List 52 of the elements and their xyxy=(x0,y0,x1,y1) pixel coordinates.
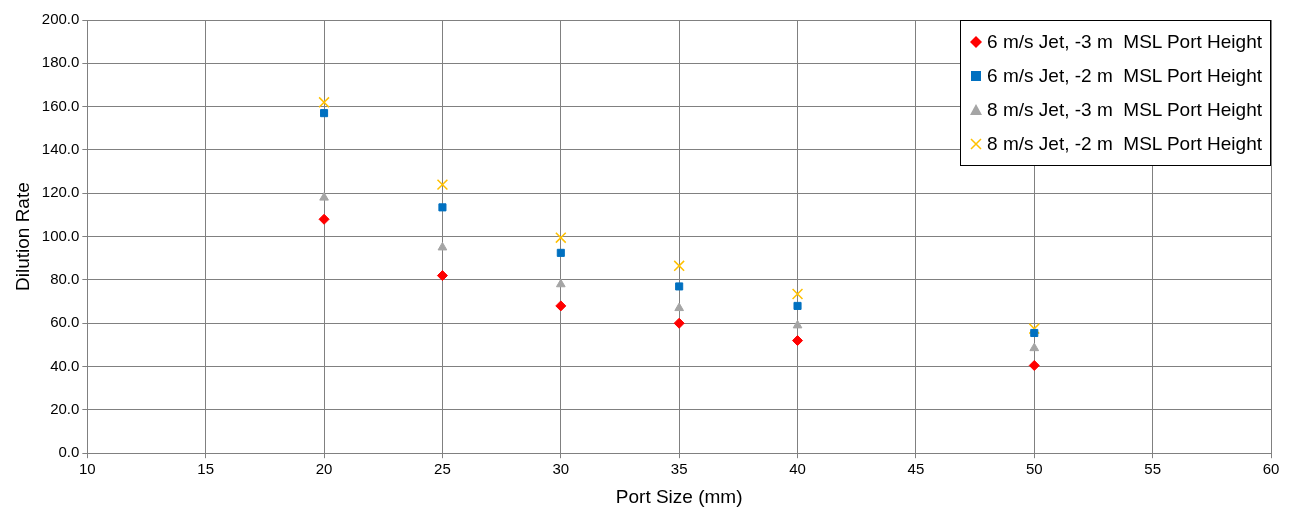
point xyxy=(791,288,804,300)
legend-label: 8 m/s Jet, -3 m MSL Port Height xyxy=(987,98,1262,122)
point xyxy=(437,241,448,251)
y-tick-label: 80.0 xyxy=(50,270,80,288)
y-tick-label: 120.0 xyxy=(41,183,80,201)
point xyxy=(555,231,567,244)
point xyxy=(319,192,329,201)
point xyxy=(438,203,447,212)
point xyxy=(1030,328,1039,338)
point xyxy=(320,109,329,118)
x-axis-title: Port Size (mm) xyxy=(615,485,743,507)
point xyxy=(793,301,802,310)
point xyxy=(436,270,448,282)
point xyxy=(318,213,330,225)
x-tick-label: 15 xyxy=(197,460,215,478)
legend-label: 6 m/s Jet, -2 m MSL Port Height xyxy=(987,64,1262,88)
x-tick-label: 40 xyxy=(789,460,806,478)
point xyxy=(1028,322,1040,335)
point xyxy=(673,260,685,272)
point xyxy=(674,302,684,312)
y-axis-title: Dilution Rate xyxy=(11,182,33,291)
point xyxy=(555,278,566,288)
y-tick-label: 40.0 xyxy=(50,356,80,374)
point xyxy=(673,317,685,329)
x-tick-label: 55 xyxy=(1144,460,1161,478)
x-tick-label: 20 xyxy=(315,460,333,478)
y-tick-label: 200.0 xyxy=(41,10,80,28)
point xyxy=(555,300,567,312)
y-tick-label: 180.0 xyxy=(41,53,80,71)
x-tick-label: 50 xyxy=(1025,460,1043,478)
legend-label: 6 m/s Jet, -3 m MSL Port Height xyxy=(987,30,1262,54)
y-tick-label: 100.0 xyxy=(41,226,80,244)
point xyxy=(1028,359,1040,371)
point xyxy=(318,96,330,109)
x-tick-label: 25 xyxy=(434,460,451,478)
y-tick-label: 20.0 xyxy=(50,400,80,418)
x-tick-label: 30 xyxy=(552,460,570,478)
y-tick-label: 0.0 xyxy=(58,443,80,461)
point xyxy=(556,248,565,257)
point xyxy=(675,282,684,291)
x-tick-label: 45 xyxy=(907,460,925,478)
point xyxy=(792,335,804,347)
x-tick-label: 10 xyxy=(78,460,96,478)
legend-label: 8 m/s Jet, -2 m MSL Port Height xyxy=(987,132,1262,156)
point xyxy=(1029,342,1040,352)
y-tick-label: 60.0 xyxy=(50,313,80,331)
x-tick-label: 35 xyxy=(670,460,688,478)
point xyxy=(792,319,803,329)
x-tick-label: 60 xyxy=(1262,460,1280,478)
y-tick-label: 140.0 xyxy=(41,140,80,158)
y-tick-label: 160.0 xyxy=(41,96,80,114)
point xyxy=(436,178,449,191)
